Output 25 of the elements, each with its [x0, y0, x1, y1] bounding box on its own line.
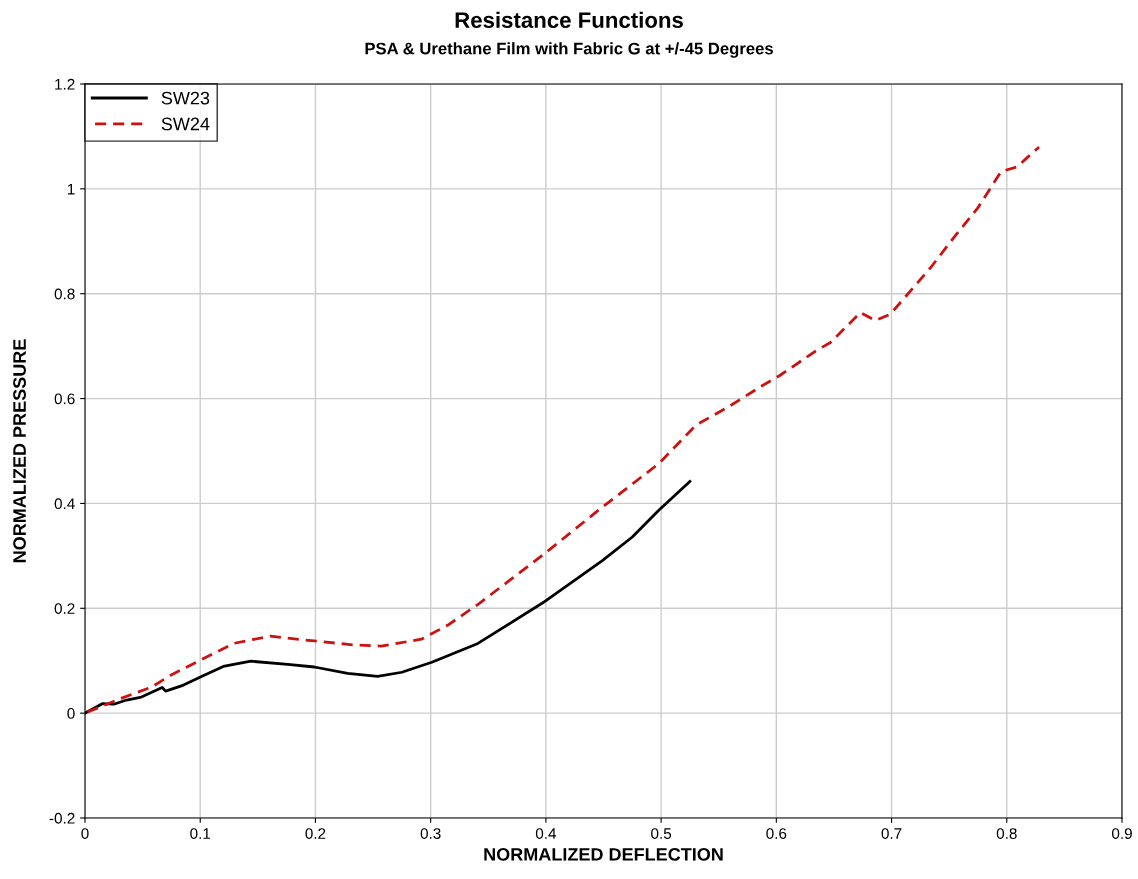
- line-series: [85, 145, 1041, 715]
- y-tick-label: 0.8: [54, 288, 75, 300]
- y-tick-label: 0.4: [54, 498, 75, 510]
- chart-subtitle: PSA & Urethane Film with Fabric G at +/-45 Degrees: [365, 42, 773, 58]
- x-tick-label: 0.2: [305, 828, 326, 839]
- x-tick-label: 0.9: [1111, 828, 1132, 839]
- chart-title: Resistance Functions: [455, 11, 683, 28]
- y-tick-label: -0.2: [49, 812, 75, 824]
- legend-label: SW24: [161, 117, 210, 131]
- y-tick-label: 0.2: [54, 603, 75, 614]
- x-tick-label: 0.5: [651, 828, 672, 839]
- x-tick-label: 0: [81, 828, 89, 839]
- legend-label: SW23: [161, 91, 210, 105]
- x-tick-label: 0.1: [190, 828, 211, 839]
- x-axis-title: NORMALIZED DEFLECTION: [484, 848, 723, 861]
- x-tick-label: 0.3: [420, 828, 441, 839]
- y-tick-label: 1.2: [55, 78, 75, 90]
- x-tick-label: 0.4: [535, 828, 557, 839]
- x-tick-label: 0.6: [766, 828, 787, 839]
- x-tick-label: 0.7: [881, 828, 902, 839]
- y-tick-label: 0.6: [54, 393, 75, 405]
- y-tick-label: 0: [67, 708, 75, 719]
- y-tick-label: 1: [67, 183, 75, 195]
- x-tick-label: 0.8: [996, 828, 1017, 839]
- y-axis-title: NORMALIZED PRESSURE: [13, 339, 26, 563]
